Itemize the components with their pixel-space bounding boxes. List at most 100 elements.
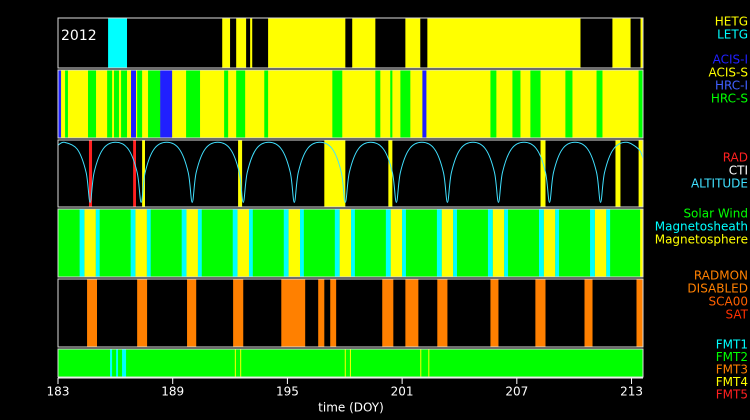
legend-label: CTI	[729, 164, 748, 178]
interval	[565, 70, 573, 138]
interval	[87, 279, 97, 347]
interval	[504, 209, 509, 277]
interval	[281, 279, 306, 347]
interval	[492, 209, 505, 277]
panel-frame	[57, 69, 644, 139]
x-tick-label: 183	[47, 385, 70, 399]
legend-label: LETG	[717, 28, 748, 42]
interval	[382, 279, 394, 347]
interval	[530, 70, 541, 138]
interval	[487, 209, 493, 277]
legend-label: RAD	[723, 151, 748, 165]
x-tick-label: 195	[276, 385, 299, 399]
legend-label: ACIS-I	[713, 53, 748, 67]
interval	[264, 70, 269, 138]
interval	[640, 209, 643, 277]
interval	[283, 209, 289, 277]
interval	[615, 140, 621, 207]
interval	[114, 70, 119, 138]
legend-label: HETG	[715, 15, 748, 29]
interval	[555, 209, 560, 277]
interval	[130, 209, 136, 277]
interval	[248, 209, 253, 277]
interval	[512, 70, 521, 138]
x-tick-label: 213	[620, 385, 643, 399]
x-tick-label: 189	[161, 385, 184, 399]
legend-label: HRC-I	[715, 79, 748, 93]
interval	[453, 209, 457, 277]
interval	[186, 209, 198, 277]
interval	[137, 70, 143, 138]
interval	[135, 209, 147, 277]
interval	[352, 18, 376, 68]
interval	[88, 70, 97, 138]
interval	[428, 349, 430, 377]
x-tick-label: 207	[505, 385, 528, 399]
interval	[638, 140, 643, 207]
altitude-line	[57, 141, 644, 203]
interval	[540, 140, 546, 207]
interval	[590, 209, 595, 277]
interval	[236, 18, 247, 68]
interval	[58, 70, 643, 138]
interval	[596, 70, 603, 138]
interval	[148, 70, 161, 138]
panel-frame	[57, 208, 644, 278]
interval	[236, 70, 246, 138]
panel-frame	[57, 17, 644, 69]
interval	[222, 18, 231, 68]
panel-frame	[57, 139, 644, 208]
interval	[638, 70, 643, 138]
interval	[390, 70, 393, 138]
legend-label: FMT4	[716, 375, 748, 389]
legend-label: ALTITUDE	[691, 177, 748, 191]
interval	[490, 70, 497, 138]
interval	[233, 279, 244, 347]
interval	[224, 70, 229, 138]
interval	[332, 70, 343, 138]
interval	[402, 209, 406, 277]
interval	[142, 140, 145, 207]
interval	[95, 209, 100, 277]
interval	[88, 140, 93, 207]
interval	[58, 70, 62, 138]
interval	[234, 349, 236, 377]
interval	[133, 140, 136, 207]
interval	[232, 209, 238, 277]
interval	[121, 70, 128, 138]
interval	[334, 209, 340, 277]
interval	[65, 70, 68, 138]
legend-label: RADMON	[694, 269, 748, 283]
interval	[339, 209, 352, 277]
interval	[122, 349, 127, 377]
interval	[108, 18, 128, 68]
interval	[240, 349, 242, 377]
legend-label: DISABLED	[687, 282, 748, 296]
interval	[405, 279, 419, 347]
interval	[543, 209, 556, 277]
legend-label: FMT2	[716, 350, 748, 364]
interval	[400, 70, 411, 138]
interval	[427, 18, 581, 68]
interval	[107, 70, 113, 138]
interval	[612, 18, 631, 68]
x-axis-label: time (DOY)	[318, 401, 384, 415]
panel-frame	[57, 278, 644, 348]
interval	[79, 209, 85, 277]
interval	[160, 70, 173, 138]
interval	[490, 279, 499, 347]
legend-label: SAT	[726, 308, 749, 322]
legend-label: FMT3	[716, 363, 748, 377]
interval	[385, 209, 391, 277]
interval	[351, 209, 355, 277]
interval	[422, 70, 427, 138]
interval	[197, 209, 202, 277]
interval	[437, 279, 448, 347]
interval	[116, 349, 119, 377]
interval	[324, 140, 346, 207]
interval	[84, 209, 96, 277]
interval	[388, 140, 393, 207]
interval	[636, 279, 643, 347]
legend-label: HRC-S	[711, 92, 748, 106]
